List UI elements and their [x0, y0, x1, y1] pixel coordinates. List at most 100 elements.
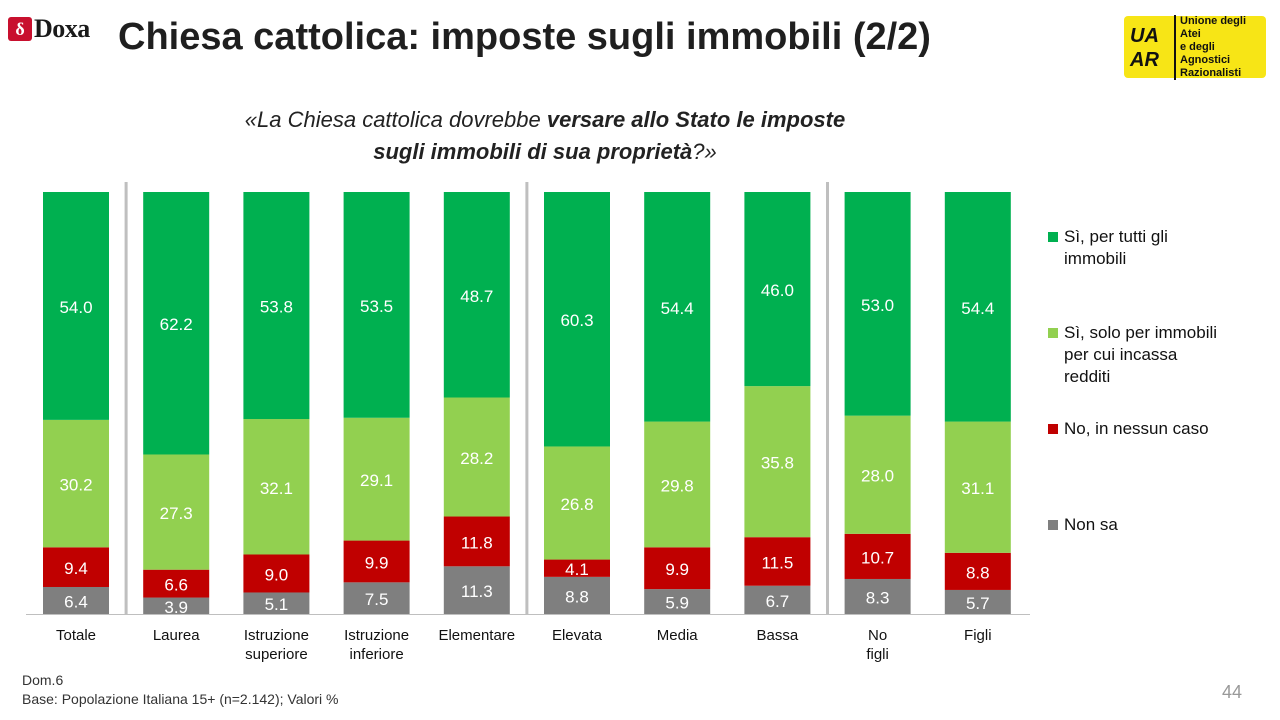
legend-label-line: Sì, solo per immobili: [1064, 323, 1218, 342]
bar-segment: [944, 589, 1011, 614]
data-label: 5.1: [265, 595, 289, 614]
data-label: 53.0: [861, 296, 894, 315]
legend-label: No, in nessun caso: [1064, 418, 1209, 440]
doxa-wordmark: Doxa: [34, 14, 90, 43]
data-label: 46.0: [761, 281, 794, 300]
data-label: 8.8: [565, 587, 589, 606]
bar-segment: [744, 537, 811, 586]
category-tick-label: figli: [866, 646, 889, 663]
bar-segment: [844, 578, 911, 614]
bar-segment: [544, 192, 610, 447]
category-tick-label: Istruzione: [344, 627, 409, 644]
legend-label-line: redditi: [1064, 367, 1111, 386]
legend-label-line: Non sa: [1064, 515, 1118, 534]
category-tick-label: inferiore: [349, 646, 403, 663]
bar-segment: [243, 554, 310, 593]
uaar-logo: UA AR Unione degli Atei e degli Agnostic…: [1124, 14, 1266, 80]
bar-segment: [243, 592, 310, 614]
bar-segment: [844, 533, 911, 579]
legend-label-line: No, in nessun caso: [1064, 419, 1209, 438]
data-label: 29.1: [360, 471, 393, 490]
question-close: ?»: [692, 139, 717, 164]
data-label: 6.6: [164, 576, 188, 595]
data-label: 4.1: [565, 560, 589, 579]
data-label: 10.7: [861, 548, 894, 567]
bar-segment: [143, 569, 210, 598]
category-tick-label: superiore: [245, 646, 308, 663]
legend-item-si-tutti: Sì, per tutti gli immobili: [1048, 226, 1168, 270]
data-label: 30.2: [59, 476, 92, 495]
data-label: 54.4: [961, 299, 994, 318]
data-label: 9.9: [665, 560, 689, 579]
data-label: 7.5: [365, 590, 389, 609]
page-number: 44: [1221, 682, 1242, 702]
bar-segment: [844, 415, 911, 534]
bar-segment: [644, 421, 711, 548]
legend-item-si-redditi: Sì, solo per immobili per cui incassa redd…: [1048, 322, 1217, 388]
data-label: 31.1: [961, 479, 994, 498]
bar-segment: [443, 566, 510, 614]
bar-segment: [644, 547, 711, 590]
data-label: 48.7: [460, 287, 493, 306]
bar-segment: [443, 192, 510, 398]
bar-segment: [744, 192, 811, 387]
bar-segment: [944, 421, 1011, 553]
bar-segment: [343, 417, 410, 541]
question-bold-2: sugli immobili di sua proprietà: [373, 139, 693, 164]
legend-item-no: No, in nessun caso: [1048, 418, 1209, 440]
data-label: 8.8: [966, 563, 990, 582]
data-label: 9.0: [265, 565, 289, 584]
legend-swatch: [1048, 232, 1058, 242]
data-label: 60.3: [560, 311, 593, 330]
data-label: 5.7: [966, 594, 990, 613]
bar-segment: [944, 192, 1011, 422]
bar-segment: [544, 559, 610, 577]
data-label: 28.0: [861, 467, 894, 486]
data-label: 54.4: [661, 299, 694, 318]
data-label: 54.0: [59, 298, 92, 317]
uaar-mark-icon: UA AR: [1130, 25, 1159, 71]
bar-segment: [143, 192, 210, 455]
category-tick-label: Istruzione: [244, 627, 309, 644]
data-label: 26.8: [560, 495, 593, 514]
uaar-name-line: Razionalisti: [1180, 66, 1242, 79]
bar-segment: [143, 597, 210, 614]
data-label: 32.1: [260, 479, 293, 498]
bar-segment: [243, 192, 310, 420]
doxa-mark-icon: δ: [8, 17, 32, 41]
bar-segment: [43, 419, 109, 548]
data-label: 9.9: [365, 553, 389, 572]
bar-segment: [544, 446, 610, 560]
legend-label-line: per cui incassa: [1064, 345, 1178, 364]
data-label: 62.2: [160, 315, 193, 334]
data-label: 11.5: [761, 553, 793, 572]
footnote-base: Base: Popolazione Italiana 15+ (n=2.142)…: [22, 691, 339, 707]
bar-segment: [43, 586, 109, 614]
bar-segment: [544, 576, 610, 614]
data-label: 53.5: [360, 297, 393, 316]
data-label: 5.9: [665, 594, 689, 613]
bar-segment: [443, 397, 510, 517]
data-label: 28.2: [460, 449, 493, 468]
data-label: 27.3: [160, 504, 193, 523]
data-label: 8.3: [866, 588, 890, 607]
legend-item-non-sa: Non sa: [1048, 514, 1118, 536]
bar-segment: [744, 585, 811, 614]
uaar-name: Unione degli Atei e degli Agnostici Razi…: [1174, 14, 1266, 80]
category-tick-label: No: [868, 627, 887, 644]
category-tick-label: Bassa: [757, 627, 799, 644]
data-label: 29.8: [661, 476, 694, 495]
bar-segment: [644, 589, 711, 614]
page-title: Chiesa cattolica: imposte sugli immobili…: [118, 16, 931, 58]
legend-label: Sì, per tutti gli immobili: [1064, 226, 1168, 270]
bar-segment: [644, 192, 711, 422]
bar-segment: [343, 582, 410, 614]
legend-label: Non sa: [1064, 514, 1118, 536]
data-label: 11.8: [461, 533, 493, 552]
bar-segment: [243, 419, 310, 555]
doxa-logo: δ Doxa: [8, 14, 90, 44]
question-bold-1: versare allo Stato le imposte: [546, 107, 846, 132]
legend-swatch: [1048, 328, 1058, 338]
legend-label-line: immobili: [1064, 249, 1127, 268]
